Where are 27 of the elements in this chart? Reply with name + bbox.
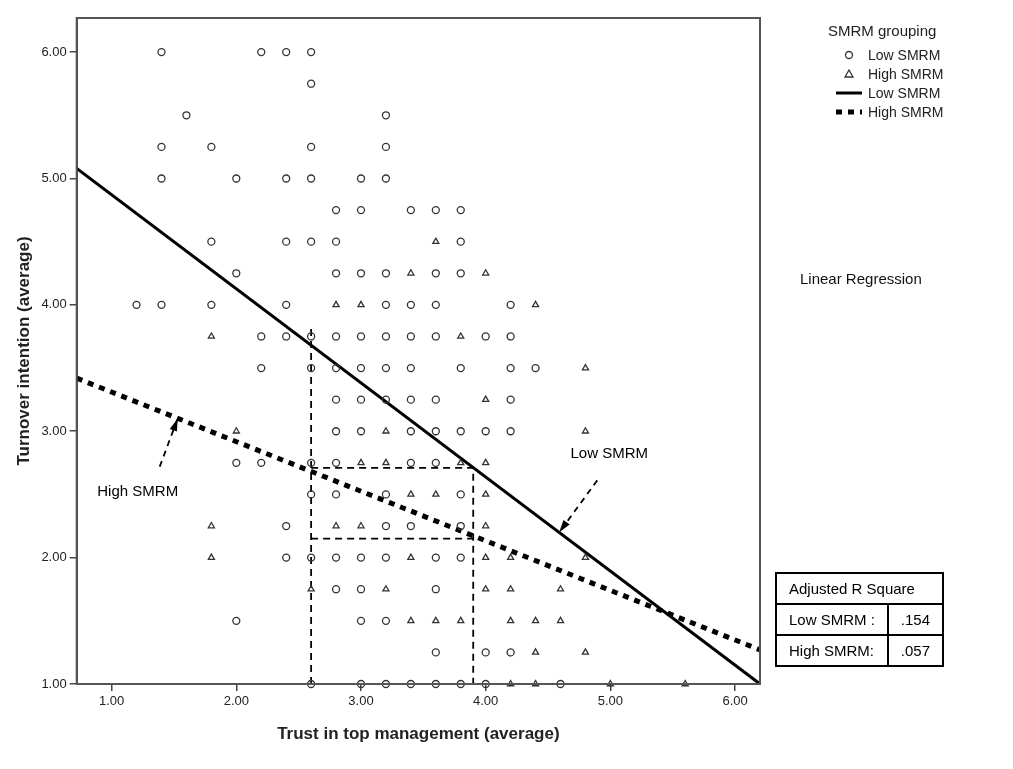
y-tick-label: 4.00	[41, 296, 67, 312]
text: Adjusted R Square	[776, 573, 944, 604]
legend-label: High SMRM	[868, 103, 944, 120]
y-tick-label: 2.00	[41, 549, 67, 565]
x-axis-title: Trust in top management (average)	[277, 724, 560, 744]
y-axis-title: Turnover intention (average)	[13, 236, 33, 466]
text: .154	[887, 604, 944, 635]
annotation: Low SMRM	[570, 444, 649, 462]
x-tick-label: 5.00	[597, 693, 624, 709]
y-tick-label: 5.00	[41, 170, 67, 186]
legend-title: SMRM grouping	[828, 22, 938, 39]
text: Low SMRM :	[776, 604, 888, 635]
text: .057	[887, 635, 944, 666]
y-tick-label: 6.00	[41, 43, 67, 59]
x-tick-label: 4.00	[473, 693, 499, 709]
legend-label: Low SMRM	[868, 46, 941, 63]
y-tick-label: 3.00	[41, 422, 67, 438]
x-tick-label: 2.00	[223, 693, 249, 709]
x-tick-label: 1.00	[98, 693, 125, 709]
x-tick-label: 6.00	[722, 693, 748, 709]
annotation: High SMRM	[97, 481, 179, 499]
text: High SMRM:	[776, 635, 888, 666]
text: Linear Regression	[800, 270, 922, 287]
legend-label: Low SMRM	[868, 84, 941, 101]
x-tick-label: 3.00	[348, 693, 374, 709]
legend-label: High SMRM	[868, 65, 944, 82]
y-tick-label: 1.00	[41, 675, 67, 691]
